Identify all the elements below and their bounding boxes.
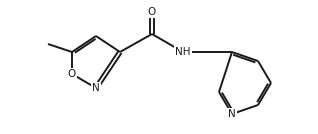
Text: N: N xyxy=(92,83,100,93)
Text: O: O xyxy=(148,7,156,17)
Text: O: O xyxy=(68,69,76,79)
Text: N: N xyxy=(228,109,236,119)
Text: NH: NH xyxy=(175,47,191,57)
